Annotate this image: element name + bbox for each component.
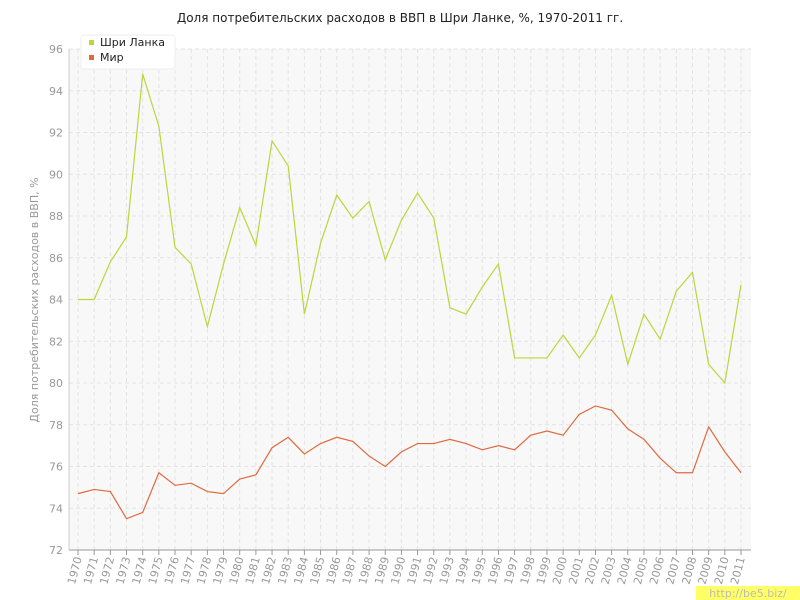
- y-tick-label: 94: [49, 85, 63, 98]
- legend-label[interactable]: Мир: [100, 51, 124, 64]
- y-tick-label: 88: [49, 210, 63, 223]
- y-axis-label: Доля потребительских расходов в ВВП, %: [28, 177, 41, 422]
- y-tick-label: 92: [49, 127, 63, 140]
- y-tick-label: 82: [49, 335, 63, 348]
- watermark: http://be5.biz/: [709, 587, 787, 600]
- y-tick-label: 90: [49, 168, 63, 181]
- y-tick-label: 74: [49, 502, 63, 515]
- series-line: [78, 73, 742, 385]
- y-tick-label: 96: [49, 43, 63, 56]
- chart-title: Доля потребительских расходов в ВВП в Шр…: [177, 11, 623, 25]
- watermark-bg: [696, 586, 800, 600]
- y-tick-label: 80: [49, 377, 63, 390]
- plot-area: [69, 49, 751, 550]
- legend-swatch: [89, 40, 94, 45]
- y-tick-label: 78: [49, 419, 63, 432]
- y-tick-label: 76: [49, 461, 63, 474]
- y-tick-label: 84: [49, 294, 63, 307]
- series-line: [77, 405, 742, 520]
- legend-swatch: [89, 55, 94, 60]
- legend-label[interactable]: Шри Ланка: [100, 36, 165, 49]
- y-tick-label: 86: [49, 252, 63, 265]
- y-tick-label: 72: [49, 544, 63, 557]
- legend-box: [80, 34, 176, 70]
